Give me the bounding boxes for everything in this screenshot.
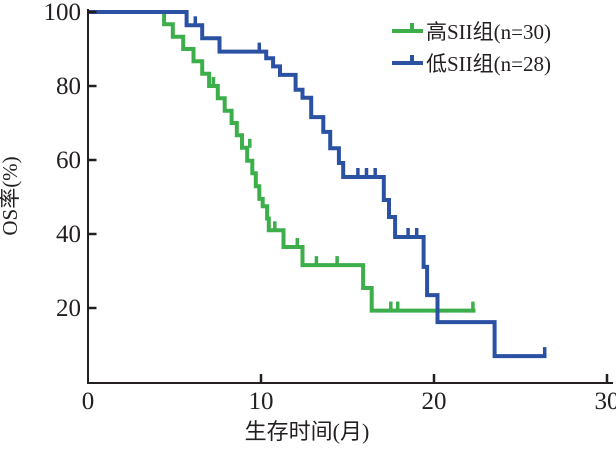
y-axis-title: OS率(%)	[0, 156, 22, 235]
survival-curve-high-sii	[88, 10, 476, 313]
y-tick-label-40: 40	[56, 221, 81, 248]
x-tick-label-30: 30	[595, 388, 616, 415]
y-tick-label-80: 80	[56, 73, 81, 100]
legend-label-high-sii: 高SII组(n=30)	[426, 20, 551, 44]
legend: 高SII组(n=30) 低SII组(n=28)	[392, 20, 551, 76]
legend-label-low-sii: 低SII组(n=28)	[426, 52, 551, 76]
x-tick-label-20: 20	[422, 388, 447, 415]
y-tick-label-100: 100	[44, 0, 82, 26]
y-tick-label-60: 60	[56, 147, 81, 174]
y-tick-label-20: 20	[56, 295, 81, 322]
x-tick-label-10: 10	[249, 388, 274, 415]
curves-layer	[88, 10, 547, 359]
x-axis-title: 生存时间(月)	[245, 419, 370, 444]
x-tick-label-0: 0	[82, 388, 95, 415]
axes-layer: 20 40 60 80 100 0 10 20 30	[44, 0, 616, 415]
